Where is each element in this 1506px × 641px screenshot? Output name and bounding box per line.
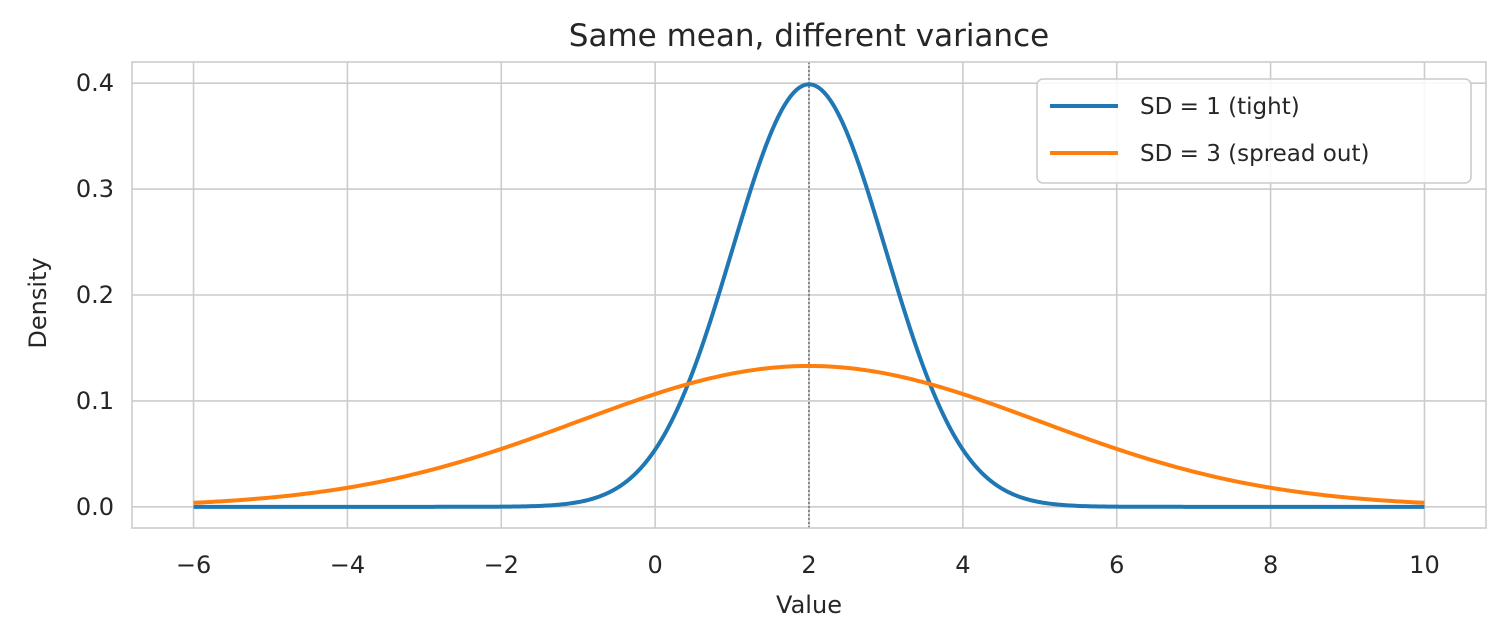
y-tick-label: 0.2 — [76, 281, 114, 309]
x-tick-label: 4 — [955, 551, 970, 579]
series-layer — [193, 82, 1425, 509]
series-line-spread — [193, 363, 1425, 505]
plot-frame — [131, 61, 1487, 529]
y-axis-label: Density — [24, 257, 52, 348]
x-tick-label: −4 — [330, 551, 365, 579]
chart-title: Same mean, different variance — [569, 18, 1049, 54]
legend: SD = 1 (tight) SD = 3 (spread out) — [1036, 78, 1472, 184]
y-tick-labels: 0.0 0.1 0.2 0.3 0.4 — [76, 69, 114, 521]
x-tick-label: −2 — [484, 551, 519, 579]
y-tick-label: 0.4 — [76, 69, 114, 97]
x-tick-labels: −6 −4 −2 0 2 4 6 8 10 — [176, 551, 1440, 579]
y-tick-label: 0.0 — [76, 493, 114, 521]
x-axis-label: Value — [776, 591, 842, 619]
x-tick-label: 8 — [1263, 551, 1278, 579]
legend-label-tight: SD = 1 (tight) — [1140, 94, 1300, 120]
legend-box — [1036, 78, 1472, 184]
series-line-tight — [193, 82, 1425, 509]
x-tick-label: 0 — [647, 551, 662, 579]
x-tick-label: 2 — [801, 551, 816, 579]
y-tick-label: 0.3 — [76, 175, 114, 203]
x-tick-label: −6 — [176, 551, 211, 579]
x-tick-label: 6 — [1109, 551, 1124, 579]
legend-label-spread: SD = 3 (spread out) — [1140, 141, 1369, 167]
x-tick-label: 10 — [1409, 551, 1440, 579]
y-tick-label: 0.1 — [76, 387, 114, 415]
